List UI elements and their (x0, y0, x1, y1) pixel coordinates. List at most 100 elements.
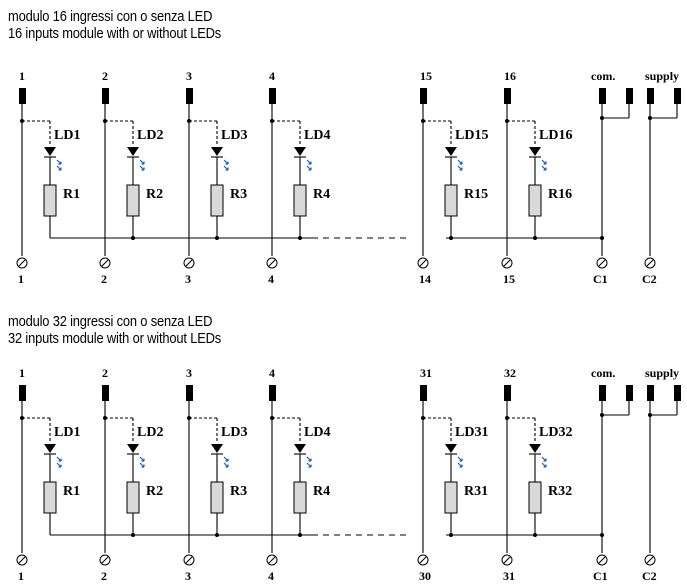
led-icon (529, 444, 541, 453)
input-channel: 16 LD16 R16 15 (501, 69, 572, 286)
led-light-arrows-icon (56, 159, 62, 171)
input-top-label: 1 (19, 366, 25, 380)
connector-pin (674, 385, 681, 401)
input-bottom-label: 30 (419, 569, 431, 583)
junction-dot (648, 116, 652, 120)
led-label: LD3 (221, 425, 247, 440)
led-icon (44, 444, 56, 453)
input-top-label: 2 (102, 69, 108, 83)
section-2-circuit: 1LD1R112LD2R223LD3R334LD4R4431LD31R31303… (16, 366, 681, 583)
wire (419, 259, 427, 267)
led-label: LD3 (221, 128, 247, 143)
resistor-icon (43, 184, 57, 217)
led-light-arrows-icon (541, 159, 547, 171)
input-top-label: 3 (186, 366, 192, 380)
led-label: LD31 (455, 425, 488, 440)
resistor-icon (528, 184, 542, 217)
input-bottom-label: 2 (101, 569, 107, 583)
junction-dot (648, 413, 652, 417)
resistor-label: R1 (63, 187, 80, 202)
connector-pin (647, 88, 654, 104)
input-top-label: 4 (269, 366, 275, 380)
wire (18, 259, 26, 267)
section-2-title-italian: modulo 32 ingressi con o senza LED (8, 313, 213, 330)
wire (503, 556, 511, 564)
led-light-arrows-icon (306, 159, 312, 171)
supply-bottom-label: C2 (642, 569, 657, 583)
connector-pin (504, 88, 511, 104)
led-label: LD2 (137, 425, 163, 440)
input-bottom-label: 14 (419, 272, 431, 286)
led-icon (445, 147, 457, 156)
led-light-arrows-icon (541, 456, 547, 468)
input-channel: 32 LD32 R32 31 (501, 366, 572, 583)
com-bottom-label: C1 (593, 272, 608, 286)
connector-pin (420, 385, 427, 401)
input-channel: 31 LD31 R31 30 (417, 366, 488, 583)
led-label: LD32 (539, 425, 572, 440)
supply-connector: supply C2 (642, 366, 681, 583)
supply-top-label: supply (645, 366, 679, 380)
com-bottom-label: C1 (593, 569, 608, 583)
resistor-icon (444, 481, 458, 514)
resistor-label: R4 (313, 484, 330, 499)
wire (185, 556, 193, 564)
led-light-arrows-icon (457, 456, 463, 468)
input-top-label: 1 (19, 69, 25, 83)
wire (419, 556, 427, 564)
input-channel: 15 LD15 R15 14 (417, 69, 488, 286)
wire (185, 259, 193, 267)
led-label: LD1 (54, 128, 80, 143)
input-top-label: 32 (504, 366, 516, 380)
connector-pin (626, 88, 633, 104)
supply-bottom-label: C2 (642, 272, 657, 286)
input-channel: 2 LD2 R2 2 (99, 69, 163, 286)
wire (268, 556, 276, 564)
resistor-label: R32 (548, 484, 572, 499)
wire (503, 259, 511, 267)
section-1-circuit: 1LD1R112LD2R223LD3R334LD4R4415LD15R15141… (16, 69, 681, 286)
resistor-icon (293, 481, 307, 514)
wire (101, 556, 109, 564)
resistor-label: R2 (146, 484, 163, 499)
input-channel: 2 LD2 R2 2 (99, 366, 163, 583)
resistor-icon (444, 184, 458, 217)
resistor-icon (126, 184, 140, 217)
led-light-arrows-icon (56, 456, 62, 468)
resistor-icon (126, 481, 140, 514)
led-icon (529, 147, 541, 156)
resistor-label: R15 (464, 187, 488, 202)
input-bottom-label: 15 (503, 272, 515, 286)
input-bottom-label: 3 (185, 272, 191, 286)
input-bottom-label: 31 (503, 569, 515, 583)
led-light-arrows-icon (139, 159, 145, 171)
resistor-icon (43, 481, 57, 514)
supply-top-label: supply (645, 69, 679, 83)
common-connector: com. C1 (591, 366, 633, 583)
input-top-label: 3 (186, 69, 192, 83)
led-light-arrows-icon (306, 456, 312, 468)
input-top-label: 16 (504, 69, 516, 83)
resistor-label: R1 (63, 484, 80, 499)
input-channel: 1 LD1 R1 1 (16, 366, 80, 583)
resistor-label: R2 (146, 187, 163, 202)
input-bottom-label: 3 (185, 569, 191, 583)
com-top-label: com. (591, 69, 615, 83)
input-top-label: 2 (102, 366, 108, 380)
led-label: LD2 (137, 128, 163, 143)
resistor-icon (293, 184, 307, 217)
led-label: LD4 (304, 425, 330, 440)
led-icon (294, 147, 306, 156)
resistor-icon (210, 481, 224, 514)
connector-pin (599, 385, 606, 401)
led-icon (211, 147, 223, 156)
led-icon (127, 444, 139, 453)
led-icon (211, 444, 223, 453)
resistor-label: R4 (313, 187, 330, 202)
resistor-label: R3 (230, 484, 247, 499)
connector-pin (269, 385, 276, 401)
connector-pin (269, 88, 276, 104)
led-light-arrows-icon (457, 159, 463, 171)
led-label: LD1 (54, 425, 80, 440)
